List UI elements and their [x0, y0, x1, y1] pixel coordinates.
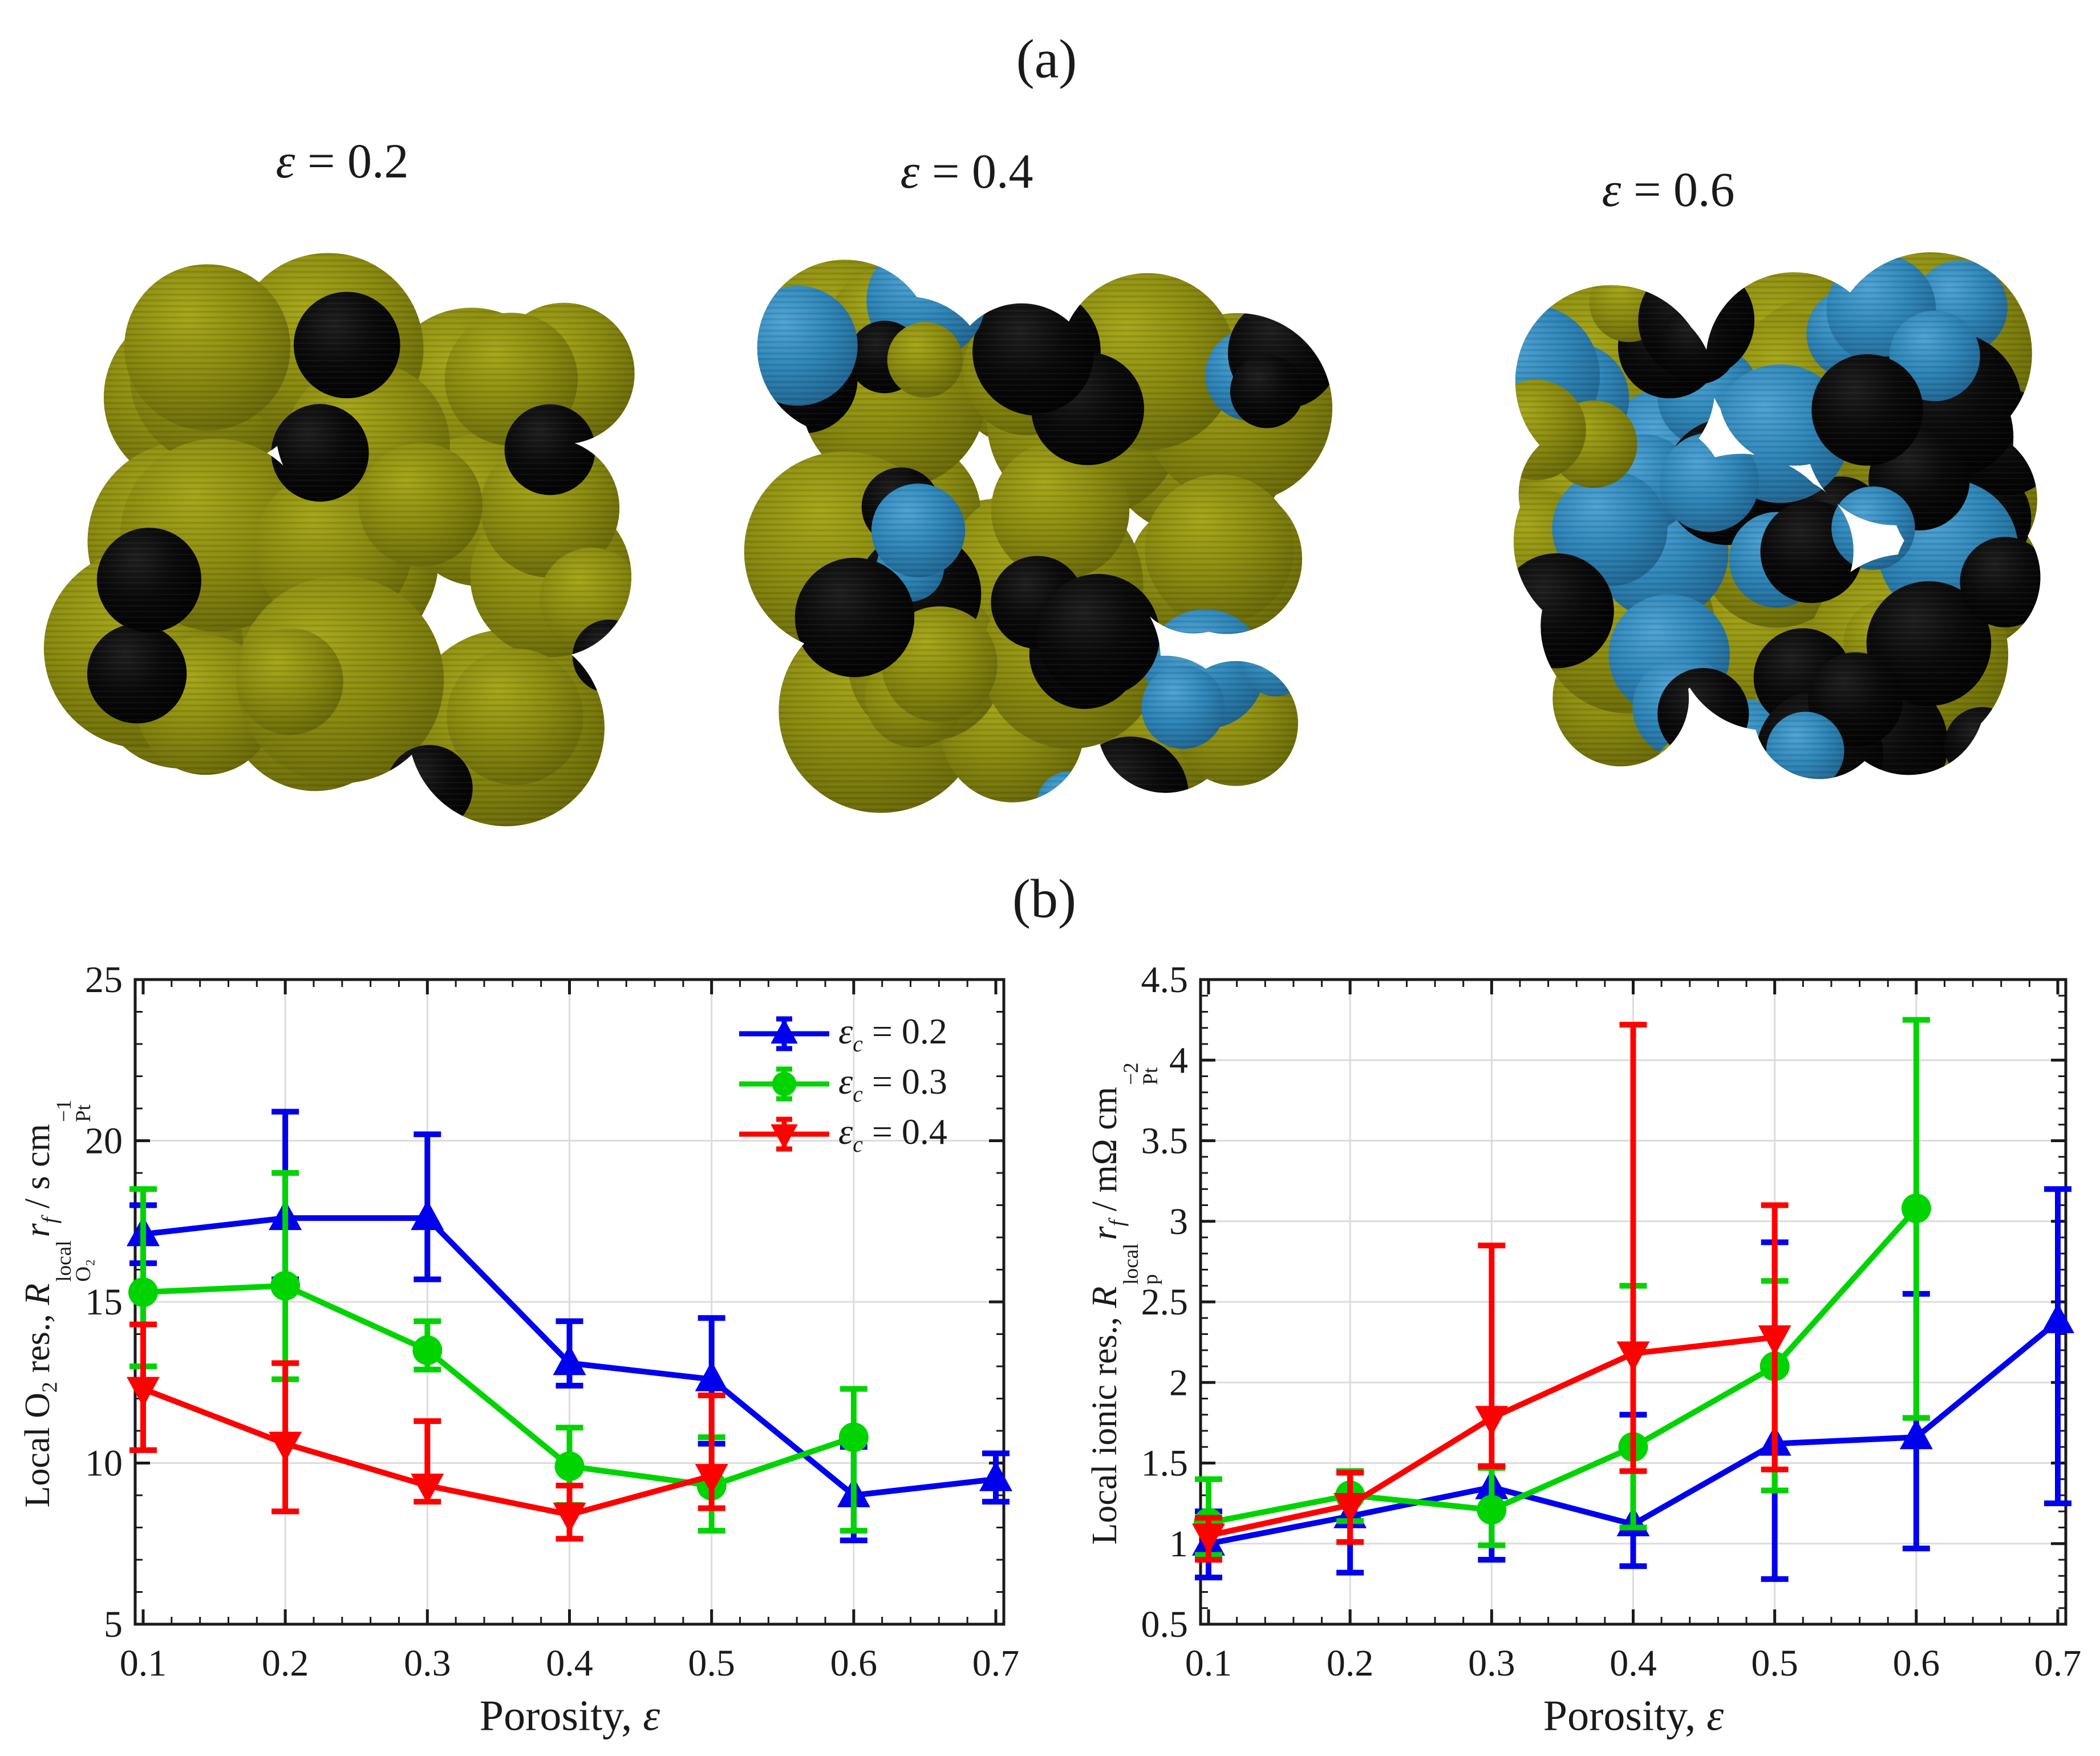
x-tick-label: 0.1 [1185, 1642, 1233, 1684]
y-tick-label: 25 [85, 959, 123, 1001]
microstructure-render-eps-0.2 [43, 253, 635, 827]
legend: εc = 0.2 εc = 0.3 εc = 0.4 [736, 1009, 947, 1159]
x-tick-label: 0.1 [120, 1642, 167, 1684]
x-tick-label: 0.3 [1468, 1642, 1515, 1684]
x-tick-label: 0.6 [830, 1642, 878, 1684]
chart-local-o2-resistance: 0.1 0.2 0.3 0.4 0.5 0.6 0.7 5 10 15 20 25 [85, 959, 1019, 1684]
micro-title-eps-0.2: ε = 0.2 [275, 133, 409, 188]
y-tick-label: 4.5 [1141, 959, 1189, 1001]
y-tick-label: 10 [85, 1443, 123, 1484]
micro-title-eps-0.4: ε = 0.4 [900, 144, 1033, 199]
microstructure-render-eps-0.4 [744, 260, 1333, 813]
y-tick-label: 2.5 [1141, 1281, 1189, 1323]
legend-marker-circle [739, 1066, 829, 1102]
y-tick-label: 1 [1169, 1523, 1188, 1565]
x-axis-label-left: Porosity, ε [479, 1692, 660, 1740]
x-tick-label: 0.6 [1893, 1642, 1940, 1684]
x-tick-label: 0.7 [2034, 1642, 2082, 1684]
x-tick-label: 0.2 [262, 1642, 309, 1684]
y-tick-label: 2 [1169, 1362, 1188, 1403]
x-tick-label: 0.4 [546, 1642, 593, 1684]
legend-label: εc = 0.3 [838, 1061, 947, 1107]
legend-item: εc = 0.3 [736, 1059, 947, 1109]
legend-marker-triangle-down [739, 1116, 829, 1152]
series-circle [1194, 1017, 1931, 1558]
legend-item: εc = 0.4 [736, 1109, 947, 1159]
x-tick-label: 0.2 [1327, 1642, 1374, 1684]
y-tick-label: 0.5 [1141, 1604, 1189, 1645]
legend-item: εc = 0.2 [736, 1009, 947, 1059]
x-tick-label: 0.4 [1610, 1642, 1657, 1684]
x-tick-label: 0.5 [1751, 1642, 1798, 1684]
y-tick-label: 5 [104, 1604, 123, 1645]
series-triangle-down [127, 1321, 728, 1542]
legend-label: εc = 0.4 [838, 1111, 947, 1157]
y-tick-label: 20 [85, 1120, 123, 1162]
y-tick-label: 15 [85, 1281, 123, 1323]
legend-marker-triangle-up [739, 1016, 829, 1051]
x-tick-label: 0.7 [972, 1642, 1020, 1684]
panel-a-label: (a) [1016, 28, 1077, 90]
micro-title-eps-0.6: ε = 0.6 [1602, 162, 1735, 217]
panel-b-label: (b) [1012, 868, 1076, 929]
y-tick-label: 3.5 [1141, 1120, 1189, 1162]
x-tick-label: 0.5 [688, 1642, 735, 1684]
legend-label: εc = 0.2 [838, 1011, 947, 1057]
y-tick-label: 4 [1169, 1039, 1188, 1081]
y-tick-label: 1.5 [1141, 1443, 1189, 1484]
x-axis-label-right: Porosity, ε [1543, 1692, 1724, 1740]
microstructure-render-eps-0.6 [1513, 252, 2041, 779]
y-tick-label: 3 [1169, 1201, 1188, 1243]
series-circle [128, 1170, 869, 1534]
x-tick-label: 0.3 [404, 1642, 451, 1684]
chart-local-ionic-resistance: 0.1 0.2 0.3 0.4 0.5 0.6 0.7 0.5 1 1.5 2 2.5 3 3.5 4 4.5 [1141, 959, 2082, 1684]
series-triangle-down [1192, 1022, 1791, 1563]
